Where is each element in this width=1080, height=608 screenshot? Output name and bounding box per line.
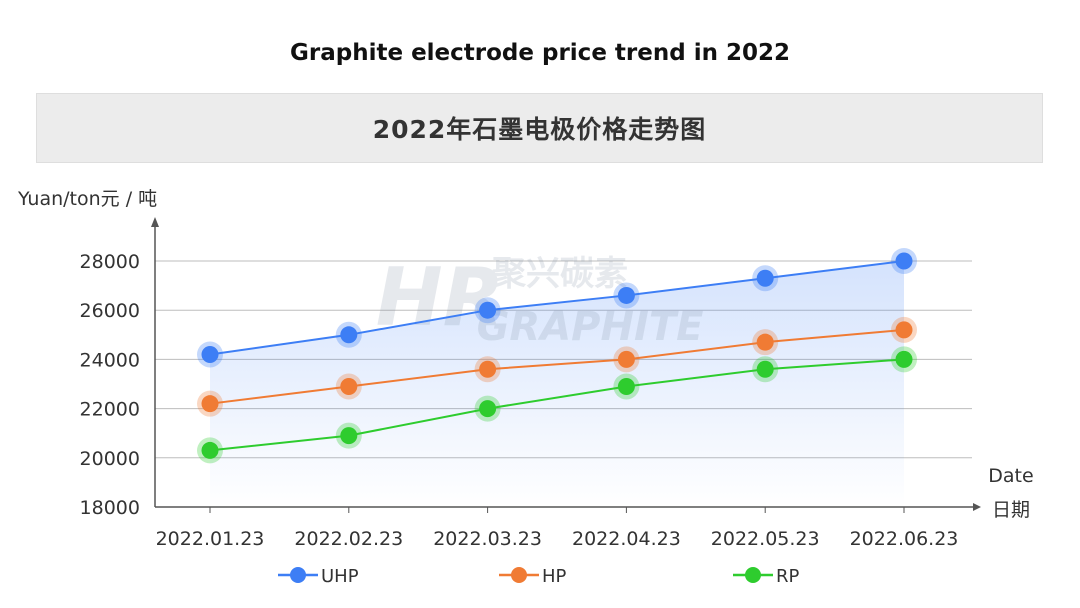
chart-title: 2022年石墨电极价格走势图 — [372, 115, 707, 144]
series-line-hp — [209, 328, 905, 405]
data-point-rp — [617, 377, 635, 395]
legend-label-hp: HP — [542, 566, 567, 587]
y-tick-label: 18000 — [80, 497, 140, 519]
x-tick-label: 2022.03.23 — [433, 528, 542, 550]
area-fill — [210, 261, 904, 507]
data-point-hp — [340, 377, 358, 395]
x-axis-arrow — [973, 503, 981, 511]
y-tick-label: 22000 — [80, 399, 140, 421]
series-line-rp — [209, 358, 905, 452]
data-point-hp — [479, 360, 497, 378]
watermark-brand-cn: 聚兴碳素 — [491, 254, 628, 294]
uhp-area-fill — [210, 261, 904, 507]
data-point-uhp — [895, 252, 913, 270]
legend-marker-uhp — [290, 567, 306, 583]
data-point-hp — [617, 350, 635, 368]
legend-marker-hp — [511, 567, 527, 583]
page-title: Graphite electrode price trend in 2022 — [290, 40, 790, 66]
x-tick-label: 2022.01.23 — [156, 528, 265, 550]
watermark-logo: HR — [376, 251, 505, 344]
x-tick-label: 2022.05.23 — [711, 528, 820, 550]
y-tick-label: 26000 — [80, 300, 140, 322]
watermark-brand-en: GRAPHITE — [477, 304, 704, 350]
y-tick-label: 24000 — [80, 349, 140, 371]
x-tick-label: 2022.02.23 — [294, 528, 403, 550]
data-point-uhp — [756, 269, 774, 287]
y-tick-label: 20000 — [80, 448, 140, 470]
data-point-uhp — [340, 326, 358, 344]
y-axis-label: Yuan/ton元 / 吨 — [17, 188, 157, 210]
data-point-rp — [895, 350, 913, 368]
data-point-rp — [479, 400, 497, 418]
y-tick-label: 28000 — [80, 251, 140, 273]
data-point-rp — [340, 427, 358, 445]
legend-label-uhp: UHP — [321, 566, 359, 587]
data-point-uhp — [617, 286, 635, 304]
x-axis-label-en: Date — [988, 465, 1033, 487]
watermark: 聚兴碳素 GRAPHITE HR — [376, 251, 704, 350]
series — [197, 248, 917, 464]
data-point-uhp — [479, 301, 497, 319]
x-tick-label: 2022.06.23 — [850, 528, 959, 550]
chart-title-banner: 2022年石墨电极价格走势图 — [36, 93, 1043, 163]
labels: Yuan/ton元 / 吨 Date 日期 — [17, 188, 1034, 521]
data-point-hp — [756, 333, 774, 351]
data-point-rp — [756, 360, 774, 378]
data-point-rp — [201, 441, 219, 459]
x-tick-label: 2022.04.23 — [572, 528, 681, 550]
series-line-uhp — [209, 260, 905, 356]
data-point-hp — [895, 321, 913, 339]
y-axis-arrow — [151, 217, 159, 227]
legend-marker-rp — [745, 567, 761, 583]
data-point-hp — [201, 395, 219, 413]
axes: 18000 20000 22000 24000 26000 28000 2022.01.23… — [80, 217, 981, 550]
data-point-uhp — [201, 345, 219, 363]
x-axis-label-cn: 日期 — [992, 499, 1030, 521]
legend-label-rp: RP — [776, 566, 800, 587]
legend: UHP HP RP — [278, 566, 800, 587]
